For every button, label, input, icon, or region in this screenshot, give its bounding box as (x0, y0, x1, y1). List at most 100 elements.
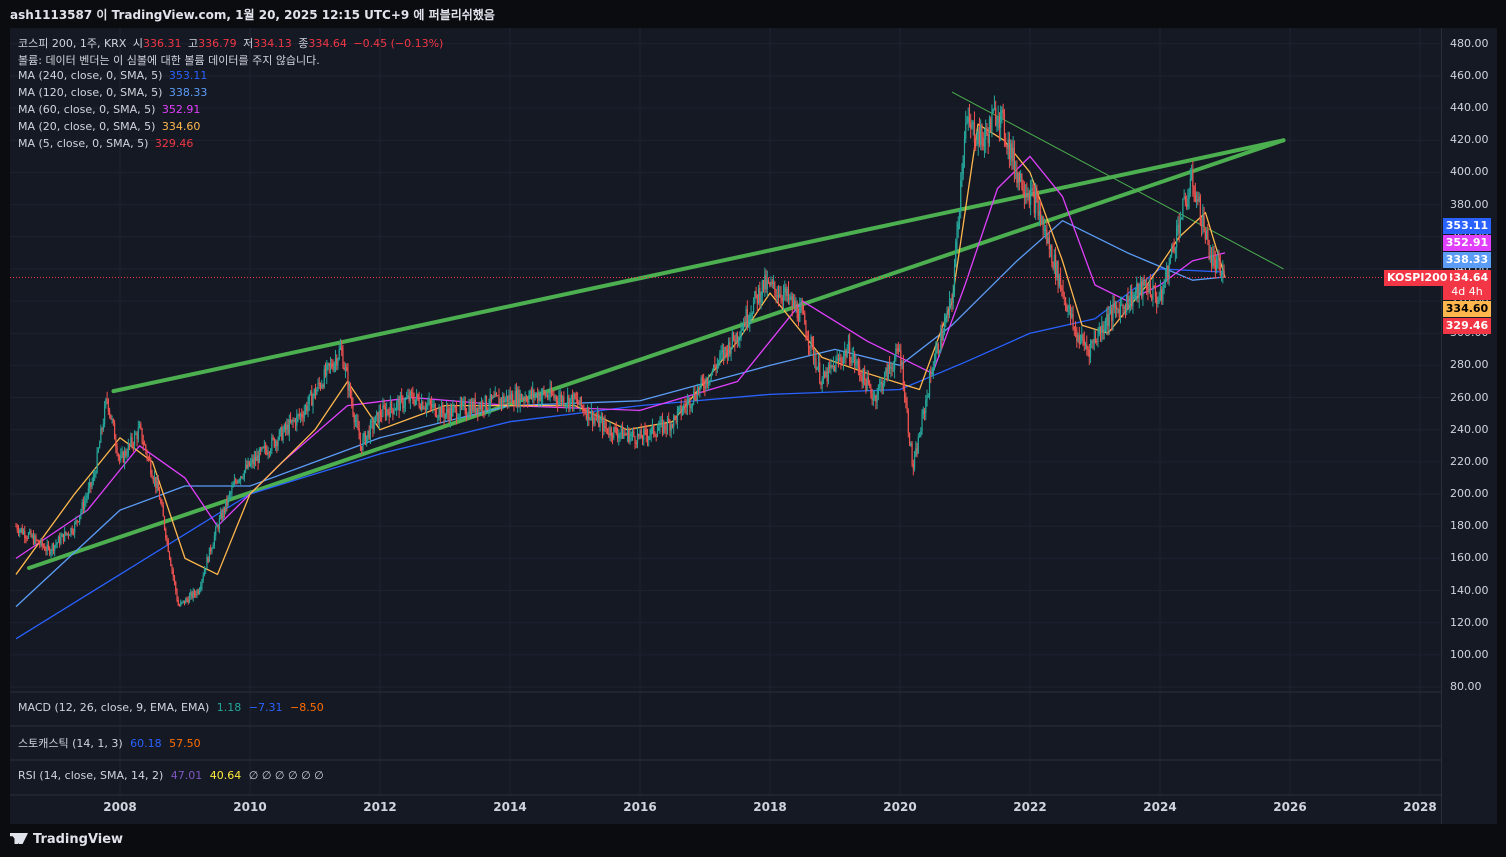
candle-body (960, 180, 962, 211)
candle-body (1102, 324, 1104, 333)
chart-frame[interactable] (10, 28, 1441, 824)
candle-body (1113, 303, 1115, 309)
candle-body (1048, 237, 1050, 250)
candle-body (583, 407, 585, 413)
candle-body (1109, 308, 1112, 314)
y-tick-label: 280.00 (1450, 358, 1489, 372)
candle-body (1043, 229, 1045, 231)
candle-body (297, 414, 299, 416)
candle-body (238, 480, 240, 482)
candle-body (940, 330, 942, 352)
candle-body (1149, 283, 1152, 296)
candle-body (1144, 284, 1147, 286)
candle-body (480, 402, 483, 410)
candle-body (268, 452, 270, 454)
candle-body (859, 367, 861, 375)
candle-body (1199, 196, 1201, 225)
candle-body (736, 332, 738, 341)
candle-body (633, 431, 635, 437)
x-tick-label: 2020 (883, 800, 917, 814)
candle-body (1127, 295, 1129, 309)
candle-body (453, 406, 455, 408)
candle-body (559, 394, 561, 399)
candle-body (517, 389, 519, 405)
candle-body (162, 505, 164, 517)
candle-body (836, 358, 838, 360)
candle-body (1059, 275, 1062, 288)
candle-body (535, 393, 538, 396)
candle-body (988, 118, 991, 144)
ma-legend-5[interactable]: MA (5, close, 0, SMA, 5) 329.46 (18, 137, 196, 150)
candle-body (895, 348, 897, 360)
candle-body (629, 435, 631, 443)
candle-body (885, 368, 887, 374)
candle-body (1030, 189, 1032, 205)
candle-body (759, 287, 761, 303)
candle-body (334, 358, 337, 364)
candle-body (1087, 348, 1089, 351)
ma-legend-20[interactable]: MA (20, close, 0, SMA, 5) 334.60 (18, 120, 203, 133)
ma-legend-60[interactable]: MA (60, close, 0, SMA, 5) 352.91 (18, 103, 203, 116)
price-axis[interactable] (1441, 28, 1497, 824)
stoch-pane-label[interactable]: 스토캐스틱 (14, 1, 3) 60.18 57.50 (18, 735, 205, 751)
candle-body (630, 434, 632, 436)
candle-body (1027, 195, 1029, 197)
candle-body (855, 363, 857, 365)
candle-body (331, 363, 333, 368)
candle-body (463, 401, 465, 403)
candle-body (135, 434, 137, 436)
candle-body (1159, 289, 1162, 300)
candle-body (807, 339, 810, 346)
candle-body (1136, 283, 1138, 294)
price-tag-ma20: 334.60 (1443, 301, 1491, 317)
candle-body (407, 395, 409, 398)
candle-body (920, 431, 922, 437)
rsi-pane-label[interactable]: RSI (14, close, SMA, 14, 2) 47.01 40.64 … (18, 769, 328, 782)
candle-body (443, 412, 445, 419)
candle-body (610, 427, 612, 437)
candle-body (504, 398, 506, 403)
candle-body (104, 405, 106, 425)
candle-body (790, 296, 792, 298)
candle-body (352, 403, 354, 415)
macd-pane-label[interactable]: MACD (12, 26, close, 9, EMA, EMA) 1.18 −… (18, 701, 328, 714)
candle-body (1062, 289, 1064, 297)
candle-body (616, 433, 619, 439)
candle-body (41, 539, 43, 546)
candle-body (819, 362, 821, 383)
candle-body (344, 367, 347, 370)
ma-legend-240[interactable]: MA (240, close, 0, SMA, 5) 353.11 (18, 69, 210, 82)
candle-body (817, 362, 820, 368)
candle-body (406, 397, 408, 399)
candle-body (127, 443, 129, 456)
candle-body (875, 395, 877, 402)
candle-body (485, 395, 488, 409)
y-tick-label: 200.00 (1450, 487, 1489, 501)
candle-body (141, 428, 143, 442)
candle-body (1179, 218, 1181, 234)
candle-body (711, 370, 713, 374)
candle-body (906, 402, 908, 412)
candle-body (731, 332, 733, 348)
candle-body (693, 391, 695, 404)
candle-body (430, 403, 433, 408)
candle-body (130, 437, 132, 445)
candle-body (85, 498, 87, 502)
candle-body (845, 350, 847, 358)
candle-body (1158, 299, 1160, 301)
candle-body (887, 364, 889, 380)
macd-signal-value: −7.31 (248, 701, 283, 714)
candle-body (861, 376, 863, 384)
candle-body (423, 408, 425, 410)
ma-legend-120[interactable]: MA (120, close, 0, SMA, 5) 338.33 (18, 86, 210, 99)
candle-body (411, 391, 413, 394)
tradingview-logo[interactable]: TradingView (10, 832, 123, 847)
candle-body (473, 399, 475, 411)
candle-body (150, 460, 152, 474)
candle-body (1181, 218, 1183, 220)
candle-body (716, 363, 718, 369)
candle-body (1103, 329, 1105, 333)
ma-label: MA (60, close, 0, SMA, 5) (18, 103, 156, 116)
candle-body (1063, 296, 1065, 298)
